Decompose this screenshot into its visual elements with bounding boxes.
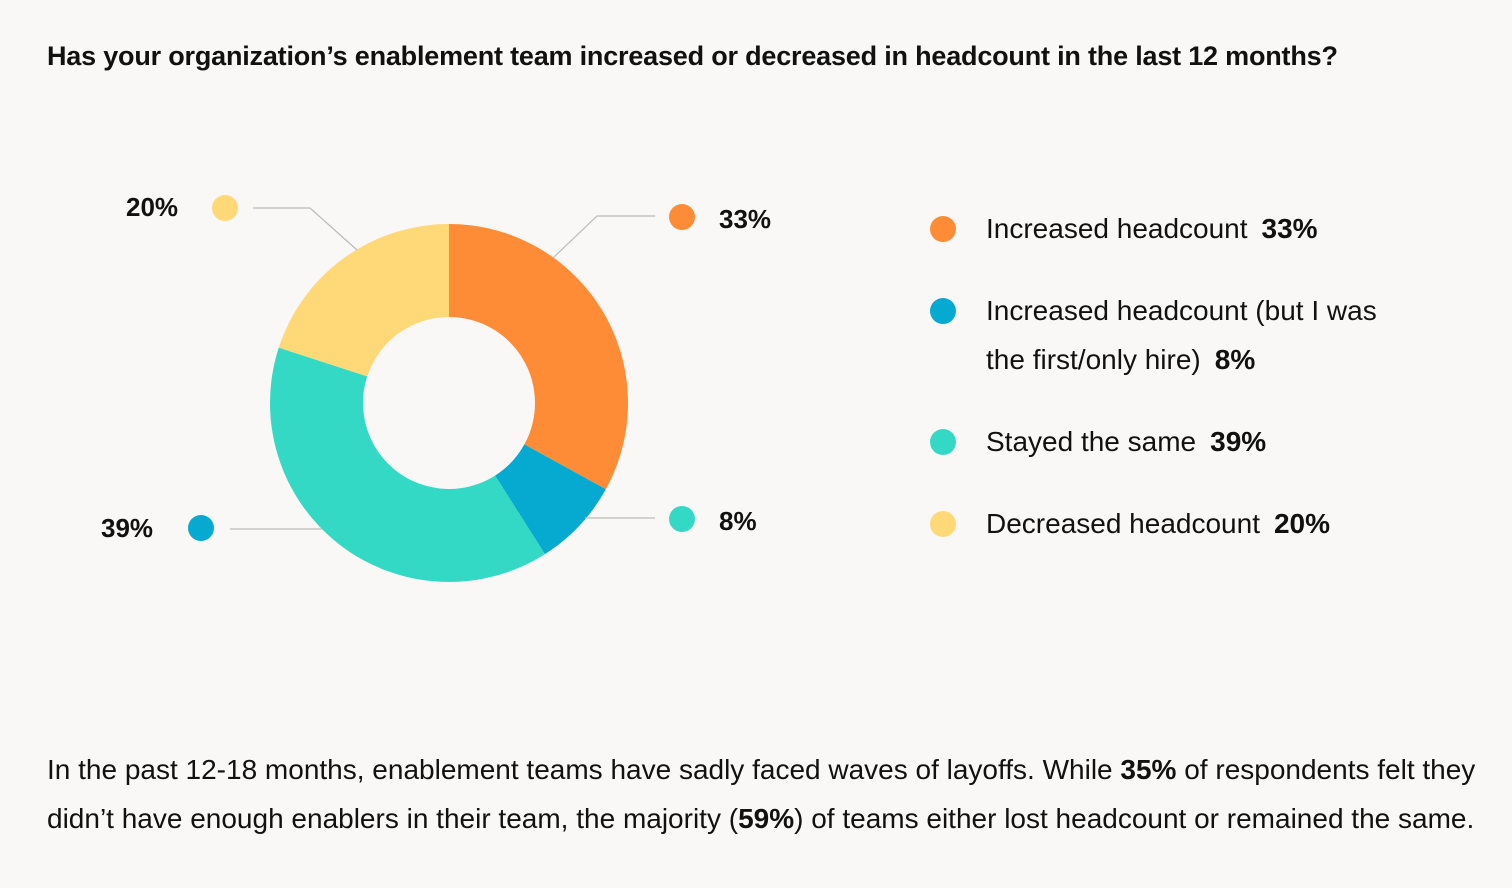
donut-slice-increased-headcount-but-i-was-the-first-only-hire [495, 444, 606, 555]
legend-dot-icon [930, 429, 956, 455]
legend-label: Increased headcount (but I was the first… [986, 295, 1377, 375]
highlight: 35% [1120, 754, 1177, 785]
legend-value: 33% [1261, 213, 1318, 244]
data-label-same: 39% [101, 513, 154, 543]
leader-line-33 [552, 215, 655, 259]
label-dot-increased [669, 204, 695, 230]
data-label-first-hire: 8% [719, 506, 757, 536]
text: In the past 12-18 months, enablement tea… [47, 754, 1121, 785]
text: ) of teams either lost headcount or rema… [794, 803, 1475, 834]
highlight: 59% [738, 803, 795, 834]
legend-dot-icon [930, 216, 956, 242]
donut-chart [230, 207, 655, 583]
data-label-increased: 33% [719, 204, 772, 234]
legend-label: Stayed the same [986, 426, 1197, 457]
donut-slice-stayed-the-same [269, 347, 545, 583]
legend-item-same: Stayed the same 39% [930, 417, 1426, 466]
summary-paragraph: In the past 12-18 months, enablement tea… [47, 745, 1512, 843]
donut-slice-increased-headcount [449, 224, 628, 490]
leader-line-20 [253, 207, 358, 251]
legend-label: Decreased headcount [986, 508, 1260, 539]
text: of respondents felt they didn’t have eno… [47, 754, 1476, 834]
legend-dot-icon [930, 298, 956, 324]
label-dot-decreased [212, 195, 238, 221]
donut-slice-decreased-headcount [278, 224, 449, 377]
label-dot-same [188, 515, 214, 541]
legend-label: Increased headcount [986, 213, 1248, 244]
legend-value: 39% [1210, 426, 1267, 457]
label-dot-first-hire [669, 506, 695, 532]
legend-item-first-hire: Increased headcount (but I was the first… [930, 286, 1406, 384]
chart-title: Has your organization’s enablement team … [47, 41, 1338, 71]
legend-item-decreased: Decreased headcount 20% [930, 499, 1426, 548]
legend-item-increased: Increased headcount 33% [930, 204, 1426, 253]
legend-value: 20% [1273, 508, 1331, 539]
legend-dot-icon [930, 511, 956, 537]
data-label-decreased: 20% [126, 192, 179, 222]
legend-value: 8% [1214, 344, 1256, 375]
